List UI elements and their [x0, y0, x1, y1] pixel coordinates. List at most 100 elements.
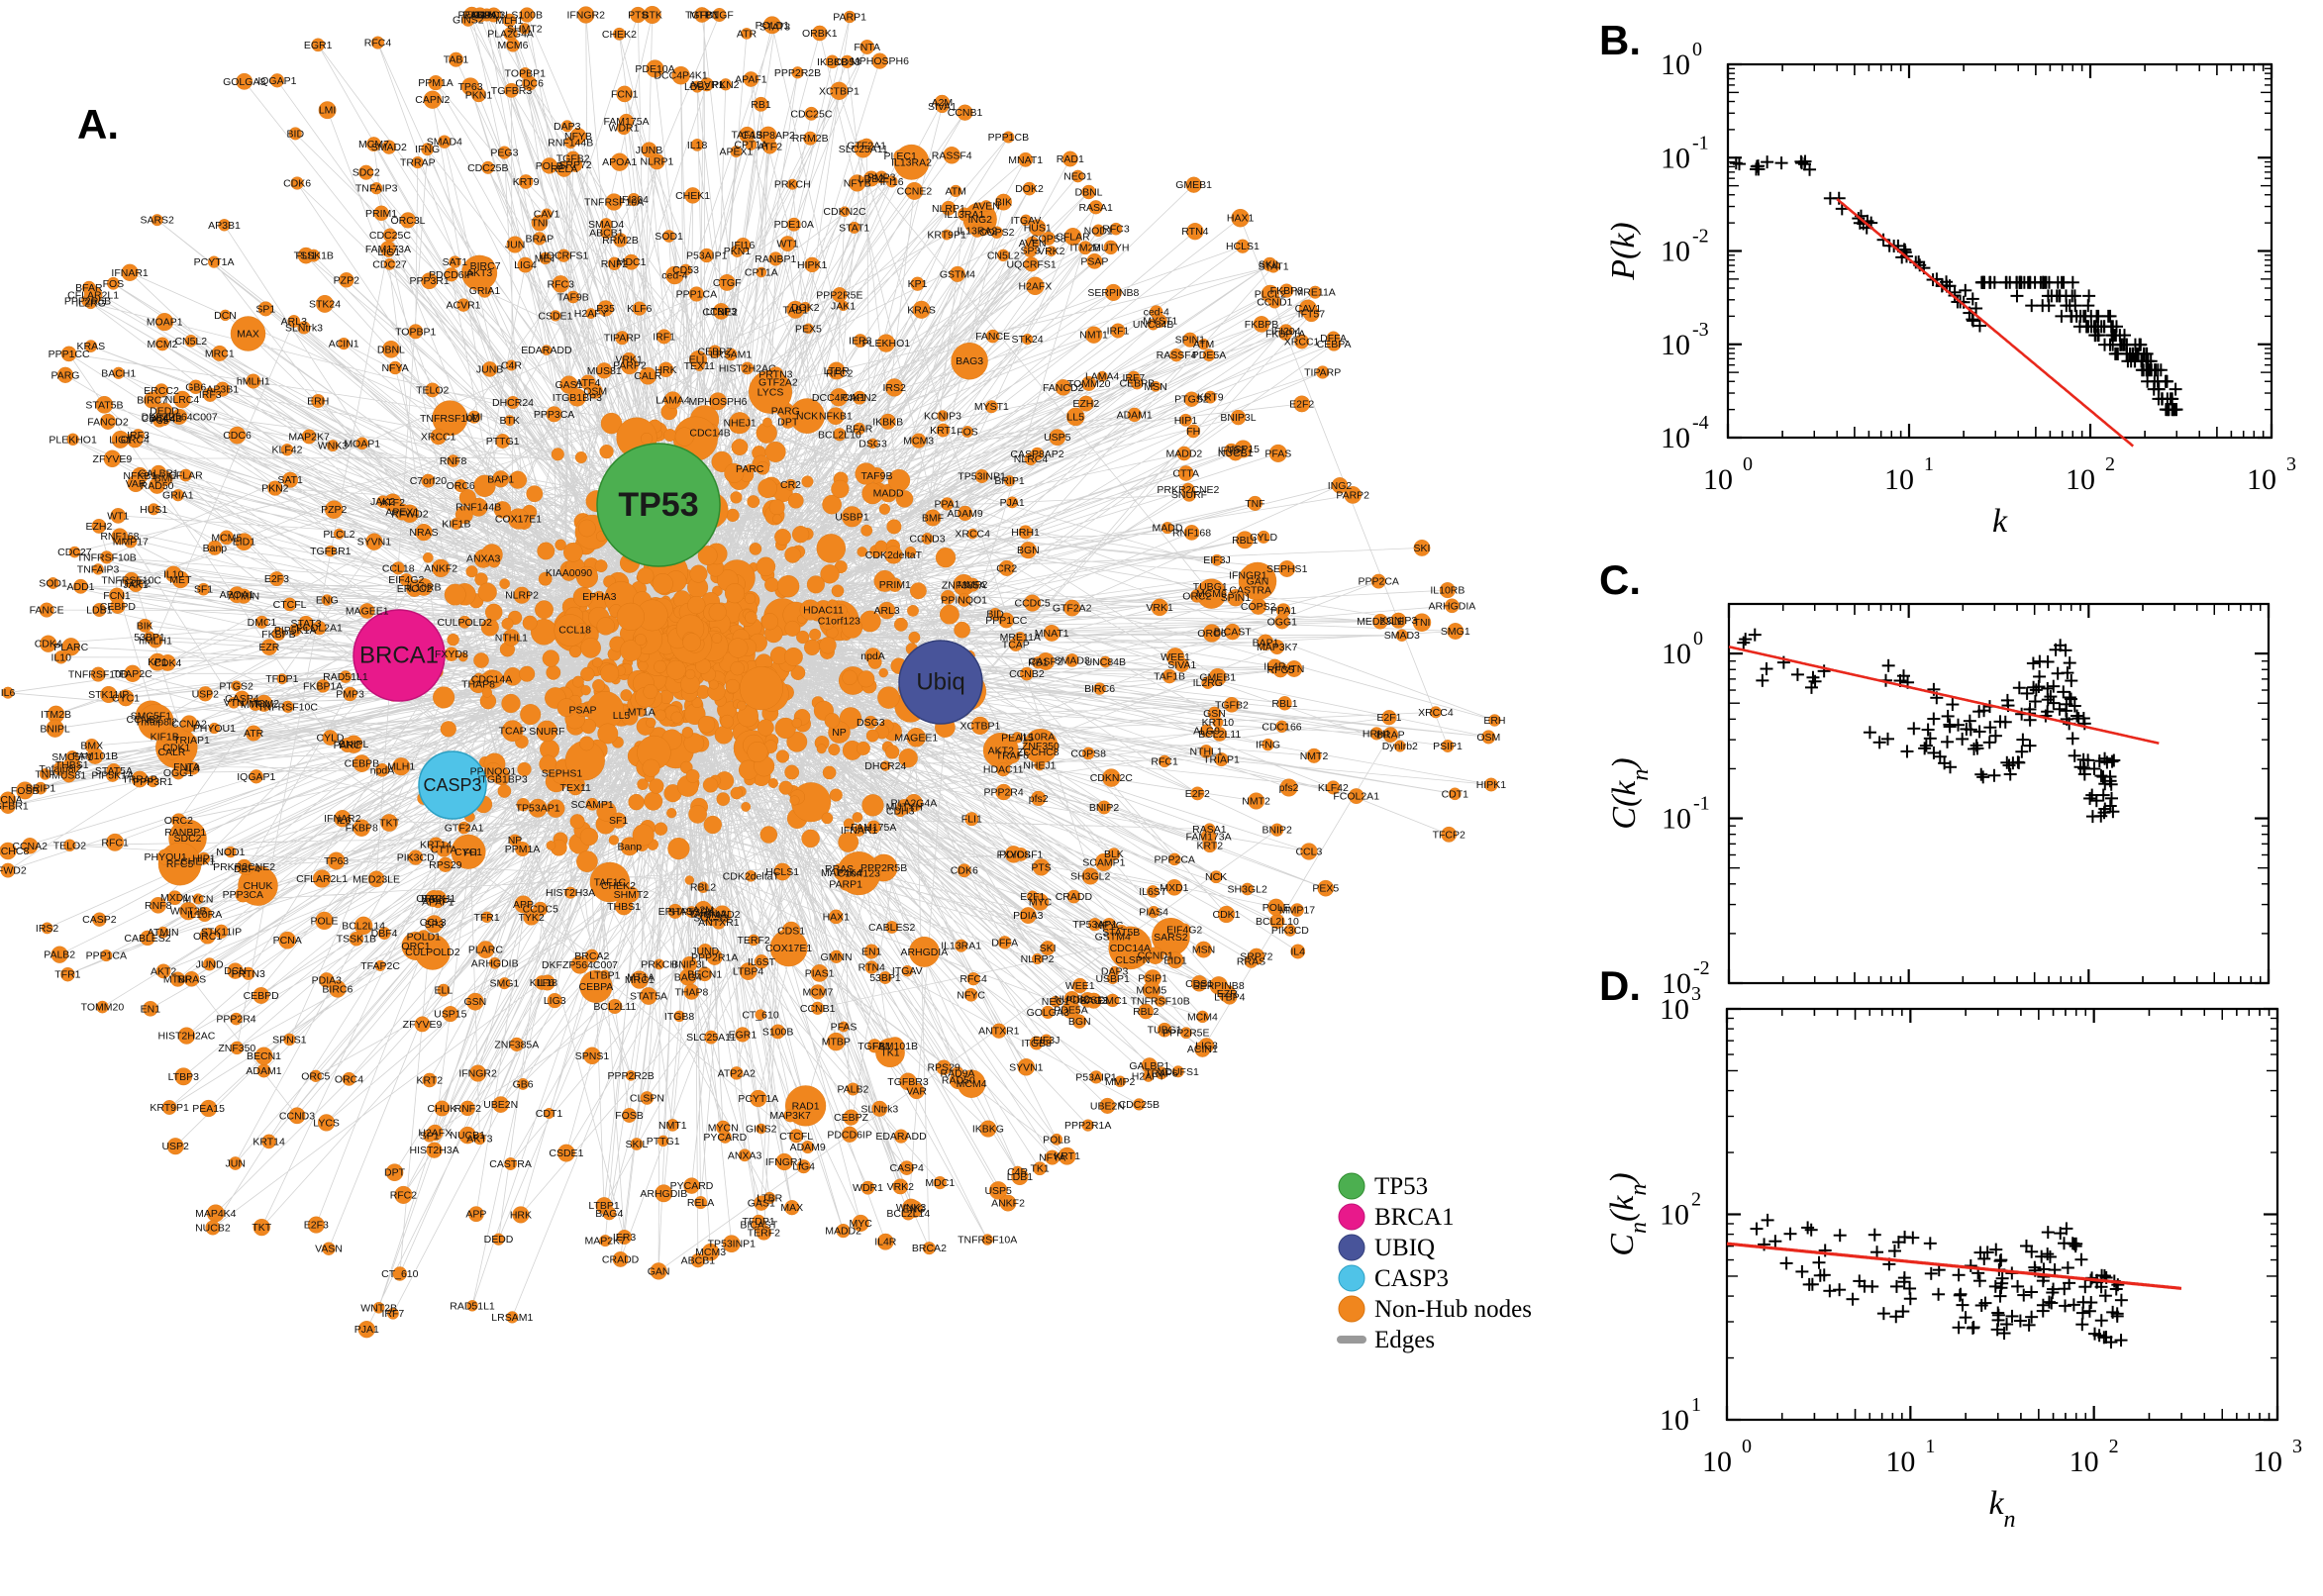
svg-text:OSM: OSM [1476, 732, 1500, 744]
svg-text:KRAS: KRAS [907, 304, 936, 316]
svg-text:KLF42: KLF42 [272, 445, 303, 456]
svg-text:KCNIP3: KCNIP3 [1379, 615, 1417, 627]
svg-text:CCNE2: CCNE2 [702, 307, 738, 319]
svg-text:PPP1CA: PPP1CA [86, 950, 127, 962]
svg-text:MRC1: MRC1 [205, 348, 235, 359]
svg-text:PCYT1A: PCYT1A [738, 1093, 778, 1105]
svg-text:TGFB2: TGFB2 [556, 152, 590, 164]
svg-text:JUND: JUND [691, 946, 719, 957]
svg-text:CDT1: CDT1 [536, 1108, 563, 1120]
svg-text:PTGS2: PTGS2 [219, 680, 253, 692]
svg-text:NFYC: NFYC [1095, 920, 1124, 932]
svg-text:PKN1: PKN1 [465, 89, 493, 101]
svg-text:EZR: EZR [1217, 988, 1238, 1000]
svg-text:RAD51L1: RAD51L1 [450, 1300, 495, 1312]
svg-text:CEBPD: CEBPD [100, 601, 137, 613]
svg-text:CHEK2: CHEK2 [602, 29, 637, 41]
svg-text:PRKR2CNE2: PRKR2CNE2 [1157, 484, 1219, 496]
svg-text:IRF7: IRF7 [382, 1308, 405, 1320]
svg-text:MCM7: MCM7 [358, 139, 389, 150]
svg-text:BCL2L14: BCL2L14 [886, 1208, 930, 1220]
svg-text:TOMM20: TOMM20 [1067, 378, 1111, 390]
svg-text:NFKB1: NFKB1 [123, 470, 156, 482]
svg-text:PEA15: PEA15 [192, 1103, 225, 1115]
svg-text:FXYD8: FXYD8 [435, 648, 468, 660]
svg-text:10: 10 [1702, 1446, 1732, 1478]
svg-text:BAP1: BAP1 [1253, 637, 1279, 648]
svg-text:SAT1: SAT1 [277, 474, 303, 486]
svg-text:CCND3: CCND3 [279, 1110, 315, 1122]
svg-text:HIST2H2AC: HIST2H2AC [158, 1031, 216, 1043]
svg-text:SP1: SP1 [255, 303, 275, 315]
svg-text:KCNIP3: KCNIP3 [924, 410, 961, 422]
svg-text:BID: BID [287, 128, 305, 140]
svg-text:PZP2: PZP2 [334, 274, 359, 286]
svg-text:E2F2: E2F2 [1185, 788, 1210, 800]
svg-text:TAB1: TAB1 [783, 304, 809, 316]
svg-text:GINS2: GINS2 [746, 1124, 777, 1136]
svg-text:TFR1: TFR1 [54, 969, 80, 981]
svg-text:CDK2deltaT: CDK2deltaT [865, 549, 923, 561]
svg-text:BTK: BTK [642, 10, 661, 22]
svg-text:TELO2: TELO2 [53, 840, 86, 851]
svg-text:TGFB1: TGFB1 [858, 1041, 891, 1052]
svg-text:ced-4: ced-4 [661, 270, 687, 282]
svg-text:HDAC11: HDAC11 [983, 764, 1024, 776]
svg-text:MCM3: MCM3 [903, 436, 934, 448]
svg-text:CDC27: CDC27 [372, 258, 407, 270]
svg-text:USP15: USP15 [1227, 444, 1260, 455]
svg-text:ELL: ELL [435, 985, 454, 997]
svg-text:ANTXR1: ANTXR1 [978, 1026, 1020, 1038]
svg-text:BIRC6: BIRC6 [322, 983, 353, 995]
svg-text:IER3: IER3 [849, 336, 872, 348]
svg-text:BAG3: BAG3 [956, 355, 983, 367]
svg-text:KIF1B: KIF1B [442, 518, 470, 530]
svg-text:THAP8: THAP8 [461, 678, 495, 690]
svg-text:CYLD: CYLD [1250, 532, 1277, 544]
svg-text:PRTN3: PRTN3 [232, 968, 265, 980]
svg-text:H2AFX: H2AFX [1018, 280, 1052, 292]
svg-text:RFC4: RFC4 [960, 973, 987, 985]
svg-text:COX17E1: COX17E1 [765, 943, 812, 954]
svg-text:XRCC4: XRCC4 [1418, 707, 1454, 719]
svg-text:CDKN2C: CDKN2C [823, 206, 866, 218]
svg-text:XRCC1: XRCC1 [1284, 337, 1320, 349]
svg-text:PDE10A: PDE10A [635, 63, 674, 75]
svg-text:BGN: BGN [1017, 545, 1040, 556]
svg-text:PLEC1: PLEC1 [884, 150, 917, 162]
svg-text:10: 10 [1884, 463, 1914, 496]
svg-text:NLRP2: NLRP2 [1021, 953, 1055, 965]
svg-text:CCL3: CCL3 [1295, 847, 1322, 858]
svg-text:CEBPA: CEBPA [578, 981, 613, 993]
svg-text:XRCC4: XRCC4 [955, 529, 990, 541]
svg-text:MADD2: MADD2 [1166, 449, 1203, 460]
svg-text:A.: A. [77, 101, 119, 148]
svg-text:USBP1: USBP1 [1095, 973, 1130, 985]
svg-text:IL6: IL6 [1, 687, 16, 699]
svg-text:MMP2: MMP2 [958, 579, 987, 591]
svg-text:APEX1: APEX1 [719, 147, 753, 158]
svg-text:NLRP2: NLRP2 [505, 590, 539, 602]
svg-text:10: 10 [1660, 1199, 1689, 1232]
svg-text:GSTM4: GSTM4 [940, 268, 975, 280]
svg-text:ANKF2: ANKF2 [991, 1198, 1025, 1210]
svg-text:10: 10 [1661, 329, 1690, 361]
svg-text:ATR: ATR [244, 728, 264, 740]
svg-text:npdA: npdA [370, 764, 395, 776]
svg-text:IFNGR2: IFNGR2 [566, 10, 605, 22]
svg-text:HIST2H3A: HIST2H3A [546, 887, 595, 899]
svg-text:CCDC5: CCDC5 [1015, 598, 1051, 610]
svg-text:WT1: WT1 [107, 510, 129, 522]
svg-text:LL5: LL5 [1066, 411, 1084, 423]
svg-text:GTF2A2: GTF2A2 [1053, 603, 1092, 615]
svg-text:TSSK1B: TSSK1B [294, 250, 334, 262]
svg-text:VASN: VASN [315, 1244, 343, 1255]
svg-text:STAT5A: STAT5A [630, 991, 667, 1003]
svg-text:TEX11: TEX11 [560, 782, 591, 794]
svg-text:KLF6: KLF6 [627, 303, 652, 315]
svg-text:CCNE2: CCNE2 [897, 185, 933, 197]
svg-text:ORC4: ORC4 [121, 435, 150, 447]
svg-text:KRT9: KRT9 [513, 176, 540, 188]
svg-text:CCND3: CCND3 [909, 534, 945, 546]
svg-text:MCM5: MCM5 [1136, 984, 1166, 996]
